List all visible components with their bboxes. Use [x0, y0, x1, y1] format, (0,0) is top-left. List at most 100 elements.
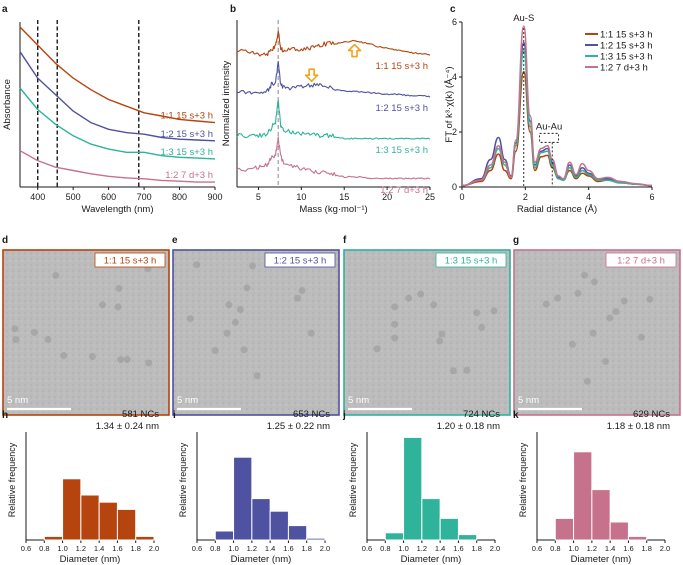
panel-b: b 5 10 15 20 25 1:1 15 s+3 h 1:2 15 s+3 h 1:3 15… — [221, 4, 435, 215]
nanocluster — [438, 330, 446, 338]
nanocluster — [236, 306, 244, 314]
x-tick-label: 20 — [382, 192, 392, 202]
nanocluster — [646, 295, 654, 303]
panel-letter: e — [172, 235, 178, 246]
x-tick-label: 1.2 — [417, 544, 427, 553]
series-label: 1:2 15 s+3 h — [375, 103, 428, 114]
tem-label: 1:2 7 d+3 h — [617, 256, 665, 267]
panel-letter: j — [342, 410, 346, 421]
nanocluster — [145, 359, 153, 367]
series-label: 1:1 15 s+3 h — [375, 61, 428, 72]
series-label: 1:3 15 s+3 h — [375, 145, 428, 156]
x-tick-label: 0.6 — [532, 544, 542, 553]
size-stats: 1.20 ± 0.18 nm — [437, 421, 500, 432]
series-label: 1:2 7 d+3 h — [380, 185, 428, 196]
series-line-2 — [19, 51, 216, 142]
sample-count: 629 NCs — [633, 409, 670, 420]
x-tick-label: 6 — [649, 192, 654, 202]
nanocluster — [11, 325, 19, 333]
x-tick-label: 1.0 — [398, 544, 408, 553]
y-axis-label: Relative frequency — [348, 442, 358, 517]
size-stats: 1.18 ± 0.18 nm — [607, 421, 670, 432]
x-tick-label: 1.8 — [471, 544, 481, 553]
nanocluster — [98, 301, 106, 309]
nanocluster — [478, 323, 486, 331]
tem-label-box — [264, 252, 336, 268]
nanocluster — [581, 271, 589, 279]
tem-panel-g: g 1:2 7 d+3 h 5 nm — [513, 235, 681, 416]
x-tick-label: 1.4 — [265, 544, 275, 553]
x-tick-label: 2.0 — [320, 544, 330, 553]
x-tick-label: 1.4 — [605, 544, 615, 553]
histogram-bar — [43, 535, 64, 541]
nanocluster — [568, 340, 576, 348]
histogram-bar — [421, 498, 441, 541]
x-tick-label: 2.0 — [149, 544, 159, 553]
histogram-bar — [214, 530, 235, 541]
nanocluster — [52, 271, 60, 279]
annotation-au-s: Au-S — [513, 13, 534, 24]
x-tick-label: 0.8 — [39, 544, 49, 553]
series-line-4 — [236, 136, 431, 180]
x-tick-label: 1.4 — [94, 544, 104, 553]
nanocluster — [243, 284, 251, 292]
panel-a: a 400 500 600 700 800 900 1:1 15 s+3 h 1:2 15 s+… — [2, 4, 223, 215]
nanocluster — [405, 294, 413, 302]
tem-label: 1:2 15 s+3 h — [274, 256, 327, 267]
au-au-box — [539, 132, 560, 143]
panel-letter: k — [513, 410, 519, 421]
nanocluster — [293, 294, 301, 302]
tem-panel-f: f 1:3 15 s+3 h 5 nm — [343, 235, 511, 416]
tem-image — [513, 249, 681, 416]
tem-image — [343, 249, 511, 416]
x-axis-label: Diameter (nm) — [60, 554, 121, 565]
legend-label: 1:3 15 s+3 h — [600, 52, 653, 63]
x-tick-label: 5 — [256, 192, 261, 202]
series-line-1 — [236, 30, 431, 57]
nanocluster — [248, 262, 256, 270]
series-line-4 — [461, 25, 653, 187]
nanocluster — [436, 337, 444, 345]
y-axis-label: Normalized intensity — [221, 60, 232, 146]
arrow-up-icon — [347, 43, 362, 58]
series-line-4 — [19, 150, 215, 183]
nanocluster — [417, 290, 425, 298]
x-axis-label: Diameter (nm) — [571, 554, 632, 565]
histogram-bar — [269, 510, 289, 541]
nanocluster — [391, 334, 399, 342]
nanocluster — [253, 372, 261, 380]
nanocluster — [430, 301, 438, 309]
nanocluster — [307, 329, 315, 337]
y-axis-label: Relative frequency — [7, 442, 17, 517]
histogram-bar — [609, 521, 629, 541]
series-label: 1:2 15 s+3 h — [160, 129, 213, 140]
x-axis-label: Wavelength (nm) — [82, 204, 154, 215]
x-tick-label: 2.0 — [490, 544, 500, 553]
x-axis-label: Diameter (nm) — [401, 554, 462, 565]
nanocluster — [620, 297, 628, 305]
x-tick-label: 1.6 — [112, 544, 122, 553]
x-tick-label: 1.8 — [301, 544, 311, 553]
y-axis-label: Relative frequency — [178, 442, 188, 517]
series-line-3 — [236, 99, 431, 140]
annotation-au-au: Au-Au — [536, 121, 562, 132]
panel-c: c 0 2 4 6 0 2 4 6 Au-S Au-Au 1:1 15 s+3 h1:2 15 s+3… — [444, 4, 655, 215]
sample-count: 724 NCs — [463, 409, 500, 420]
scale-bar-label: 5 nm — [177, 395, 198, 406]
histogram-bar — [98, 501, 118, 541]
y-axis-label: FT of k³·χ(k) (Å⁻⁴) — [444, 66, 455, 142]
nanocluster — [193, 261, 201, 269]
x-tick-label: 1.2 — [247, 544, 257, 553]
histogram-bar — [135, 535, 155, 541]
x-tick-label: 1.8 — [130, 544, 140, 553]
nanocluster — [589, 329, 597, 337]
x-tick-label: 1.0 — [57, 544, 67, 553]
x-tick-label: 1.0 — [568, 544, 578, 553]
series-label: 1:2 7 d+3 h — [165, 170, 213, 181]
x-tick-label: 900 — [207, 192, 222, 202]
x-axis-label: Radial distance (Å) — [517, 204, 597, 215]
x-tick-label: 0 — [459, 192, 464, 202]
nanocluster — [473, 309, 481, 317]
